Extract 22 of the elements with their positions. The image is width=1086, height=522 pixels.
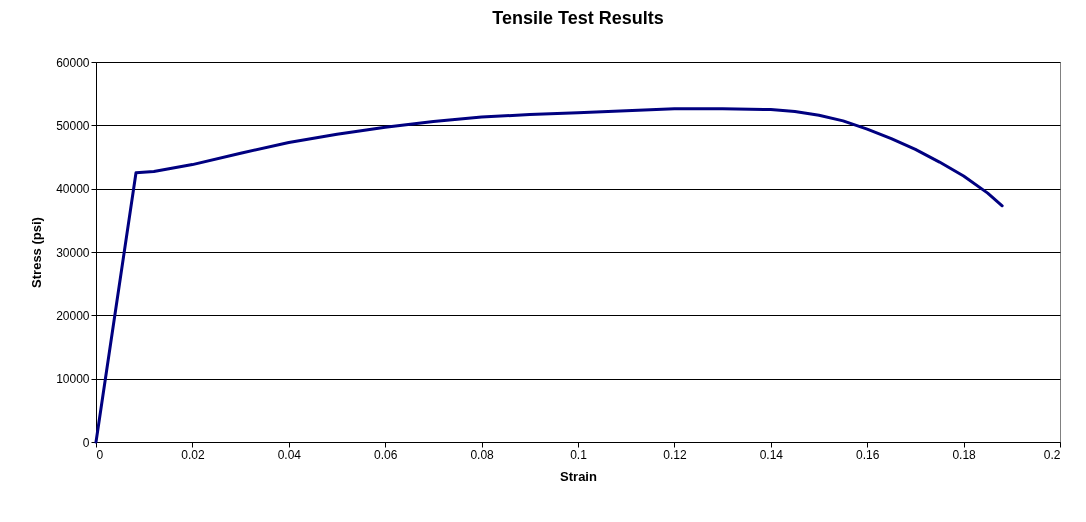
x-tick-label: 0.18 xyxy=(952,447,977,462)
x-tick-label: 0.06 xyxy=(374,447,398,462)
x-axis-title: Strain xyxy=(560,468,597,484)
y-tick-label: 30000 xyxy=(56,245,90,260)
y-tick-label: 10000 xyxy=(56,372,90,387)
chart-title: Tensile Test Results xyxy=(492,8,664,28)
line-series xyxy=(94,107,1004,444)
y-axis-title: Stress (psi) xyxy=(29,217,45,288)
x-tick-label: 0.14 xyxy=(759,447,784,462)
x-tick-label: 0.16 xyxy=(856,447,880,462)
y-tick-label: 0 xyxy=(82,435,90,450)
y-tick-label: 20000 xyxy=(56,308,90,323)
x-tick-label: 0.04 xyxy=(277,447,302,462)
y-tick-label: 60000 xyxy=(56,55,90,70)
x-tick-label: 0.12 xyxy=(663,447,687,462)
x-tick-label: 0.02 xyxy=(181,447,205,462)
x-tick-label: 0.08 xyxy=(470,447,495,462)
y-tick-label: 40000 xyxy=(56,182,90,197)
y-tick-label: 50000 xyxy=(56,118,90,133)
x-tick-label: 0 xyxy=(96,447,104,462)
x-tick-label: 0.1 xyxy=(570,447,588,462)
x-tick-label: 0.2 xyxy=(1043,447,1061,462)
